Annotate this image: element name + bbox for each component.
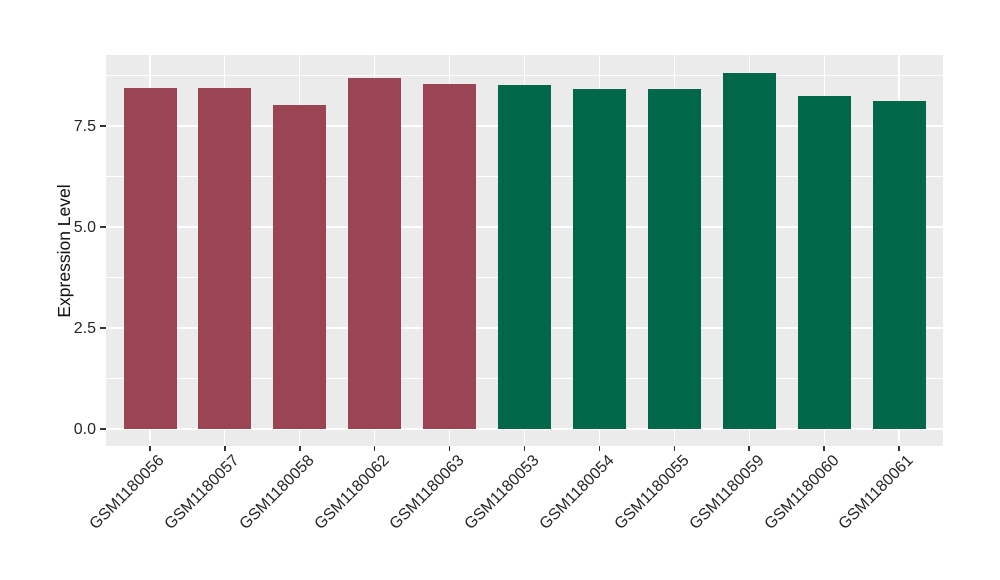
y-tick-mark xyxy=(100,125,106,127)
bar-GSM1180053 xyxy=(498,84,551,429)
y-tick-mark xyxy=(100,428,106,430)
x-tick-label: GSM1180059 xyxy=(686,452,768,533)
x-tick-label: GSM1180060 xyxy=(761,452,843,533)
bar-GSM1180055 xyxy=(647,88,701,429)
bar-GSM1180058 xyxy=(273,104,327,429)
x-tick-mark xyxy=(523,446,526,451)
y-tick-label: 0.0 xyxy=(73,420,96,438)
x-tick-mark xyxy=(299,446,301,451)
x-tick-mark xyxy=(898,446,900,451)
x-tick-mark xyxy=(598,446,601,451)
y-tick-mark xyxy=(100,226,106,228)
x-tick-label: GSM1180063 xyxy=(386,452,468,533)
x-tick-label: GSM1180055 xyxy=(611,452,693,533)
x-tick-mark xyxy=(748,446,750,451)
y-tick-mark xyxy=(100,327,106,329)
x-tick-mark xyxy=(448,446,451,451)
y-tick-label: 7.5 xyxy=(73,117,96,135)
bar-GSM1180057 xyxy=(198,87,252,429)
x-tick-mark xyxy=(823,446,825,451)
bar-GSM1180063 xyxy=(423,83,477,429)
x-tick-label: GSM1180061 xyxy=(836,452,918,533)
y-tick-label: 2.5 xyxy=(73,319,96,337)
x-tick-label: GSM1180056 xyxy=(87,452,169,533)
x-tick-mark xyxy=(224,446,226,451)
x-tick-label: GSM1180062 xyxy=(311,452,393,533)
bar-GSM1180059 xyxy=(722,73,776,429)
x-tick-mark xyxy=(673,446,676,451)
x-tick-label: GSM1180053 xyxy=(461,452,543,533)
x-tick-mark xyxy=(373,446,376,451)
y-tick-label: 5.0 xyxy=(73,218,96,236)
x-tick-label: GSM1180057 xyxy=(161,452,243,533)
bar-GSM1180054 xyxy=(572,88,626,429)
x-tick-mark xyxy=(149,446,151,451)
bar-GSM1180056 xyxy=(123,87,177,429)
x-tick-label: GSM1180058 xyxy=(236,452,318,533)
bar-GSM1180062 xyxy=(348,78,402,429)
y-axis-title-text: Expression Level xyxy=(54,184,74,318)
bar-GSM1180060 xyxy=(797,96,851,429)
plot-panel xyxy=(106,55,943,446)
x-tick-label: GSM1180054 xyxy=(536,452,618,533)
bar-GSM1180061 xyxy=(872,100,926,429)
